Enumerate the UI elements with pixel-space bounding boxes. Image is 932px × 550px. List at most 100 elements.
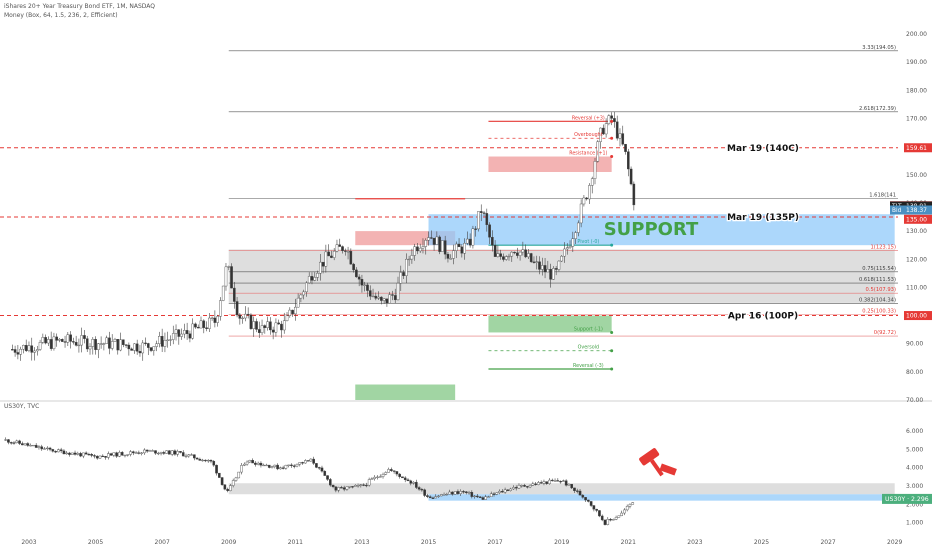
us30y-candle-body — [292, 465, 296, 467]
us30y-candle-body — [345, 486, 349, 490]
y-tick-label: 2.000 — [906, 501, 923, 508]
tlt-candle-body — [380, 296, 383, 301]
tlt-candle-body — [13, 349, 17, 353]
tlt-candle-body — [610, 115, 613, 119]
tlt-candle-body — [152, 346, 156, 351]
tlt-candle-body — [271, 329, 275, 333]
us30y-candle-body — [587, 499, 590, 502]
tlt-candle-body — [399, 272, 403, 284]
tlt-candle-body — [238, 314, 242, 319]
us30y-candle-body — [548, 479, 551, 484]
gavel-icon — [639, 448, 664, 477]
gavel-handle — [650, 459, 664, 477]
us30y-candle-body — [279, 467, 282, 470]
tlt-candle-body — [105, 337, 108, 344]
us30y-candle-body — [600, 515, 604, 521]
us30y-candle-body — [254, 462, 257, 465]
us30y-candle-body — [340, 487, 343, 489]
us30y-candle-body — [93, 455, 96, 457]
us30y-candle-body — [151, 450, 155, 452]
us30y-candle-body — [570, 483, 573, 489]
us30y-candle-body — [184, 455, 188, 458]
us30y-candle-body — [131, 451, 135, 454]
us30y-candle-body — [54, 451, 57, 453]
us30y-candle-body — [598, 510, 601, 517]
signal-label: Support (-1) — [574, 326, 603, 332]
tlt-candle-body — [627, 151, 630, 170]
us30y-candle-body — [226, 488, 229, 491]
tlt-candle-body — [33, 350, 36, 353]
us30y-candle-body — [284, 464, 288, 469]
us30y-candle-body — [534, 483, 537, 485]
tlt-candle-body — [568, 246, 572, 248]
fib-level-label: 1.618(141 — [869, 193, 896, 199]
tlt-candle-body — [385, 298, 389, 304]
us30y-candle-body — [537, 482, 540, 485]
us30y-candle-body — [409, 480, 413, 484]
tlt-candle-body — [24, 345, 28, 351]
us30y-candle-body — [478, 496, 482, 498]
us30y-candle-body — [37, 446, 41, 448]
tlt-candle-body — [407, 258, 411, 261]
signal-label: Reversal (-3) — [573, 363, 604, 369]
signal-label: Resistance (+1) — [569, 151, 607, 157]
tlt-candle-body — [527, 253, 530, 258]
us30y-candle-body — [581, 494, 585, 498]
tlt-candle-body — [260, 325, 264, 333]
us30y-candle-body — [589, 501, 593, 506]
us30y-candle-body — [334, 486, 338, 491]
tlt-candle-body — [454, 243, 458, 251]
us30y-candle-body — [501, 490, 504, 493]
us30y-candle-body — [517, 485, 521, 489]
signal-dot — [610, 349, 614, 353]
tlt-candle-body — [477, 211, 480, 230]
us30y-candle-body — [134, 452, 138, 454]
us30y-candle-body — [267, 464, 271, 468]
us30y-candle-body — [539, 482, 543, 484]
tlt-candle-body — [429, 237, 433, 239]
tlt-candle-body — [252, 321, 256, 329]
us30y-candle-body — [248, 460, 252, 463]
us30y-candle-body — [398, 473, 401, 477]
tlt-candle-body — [166, 339, 170, 341]
us30y-candle-body — [129, 451, 132, 455]
tlt-candle-body — [413, 246, 416, 256]
tlt-candle-body — [341, 246, 344, 251]
fib-level-label: 0.382(104.34) — [859, 297, 896, 303]
us30y-candle-body — [176, 451, 179, 455]
tlt-candle-body — [188, 333, 192, 339]
tlt-candle-body — [205, 327, 208, 329]
tlt-candle-body — [208, 317, 211, 329]
tlt-candle-body — [110, 341, 114, 349]
fib-level-label: 0.5(107.93) — [866, 287, 896, 293]
signal-label: Overbought — [574, 132, 603, 138]
us30y-candle-body — [584, 497, 587, 501]
tlt-candle-body — [174, 329, 178, 334]
tlt-candle-body — [199, 320, 203, 329]
us30y-candle-body — [487, 496, 490, 498]
tlt-candle-body — [504, 256, 508, 260]
us30y-candle-body — [631, 502, 635, 505]
tlt-candle-body — [210, 317, 214, 319]
us30y-candle-body — [606, 519, 610, 525]
tlt-candle-body — [155, 343, 158, 347]
us30y-candle-body — [40, 446, 44, 450]
y-tick-label: 200.00 — [906, 31, 927, 38]
option-level-label: Mar 19 (135P) — [727, 213, 799, 223]
us30y-candle-body — [512, 487, 515, 490]
us30y-candle-body — [514, 487, 518, 489]
us30y-candle-body — [26, 443, 30, 446]
fib-level-label: 0(92.72) — [874, 330, 896, 336]
green-zone — [355, 384, 456, 400]
tlt-candle-body — [302, 291, 305, 296]
tlt-candle-body — [146, 343, 150, 348]
y-tick-label: 5.000 — [906, 446, 923, 453]
tlt-candle-body — [391, 294, 394, 296]
us30y-candle-body — [459, 491, 463, 494]
tlt-candle-body — [327, 251, 330, 257]
us30y-candle-body — [415, 481, 418, 488]
tlt-candle-body — [377, 296, 380, 299]
us30y-candle-body — [123, 454, 127, 457]
us30y-candle-body — [223, 484, 227, 490]
